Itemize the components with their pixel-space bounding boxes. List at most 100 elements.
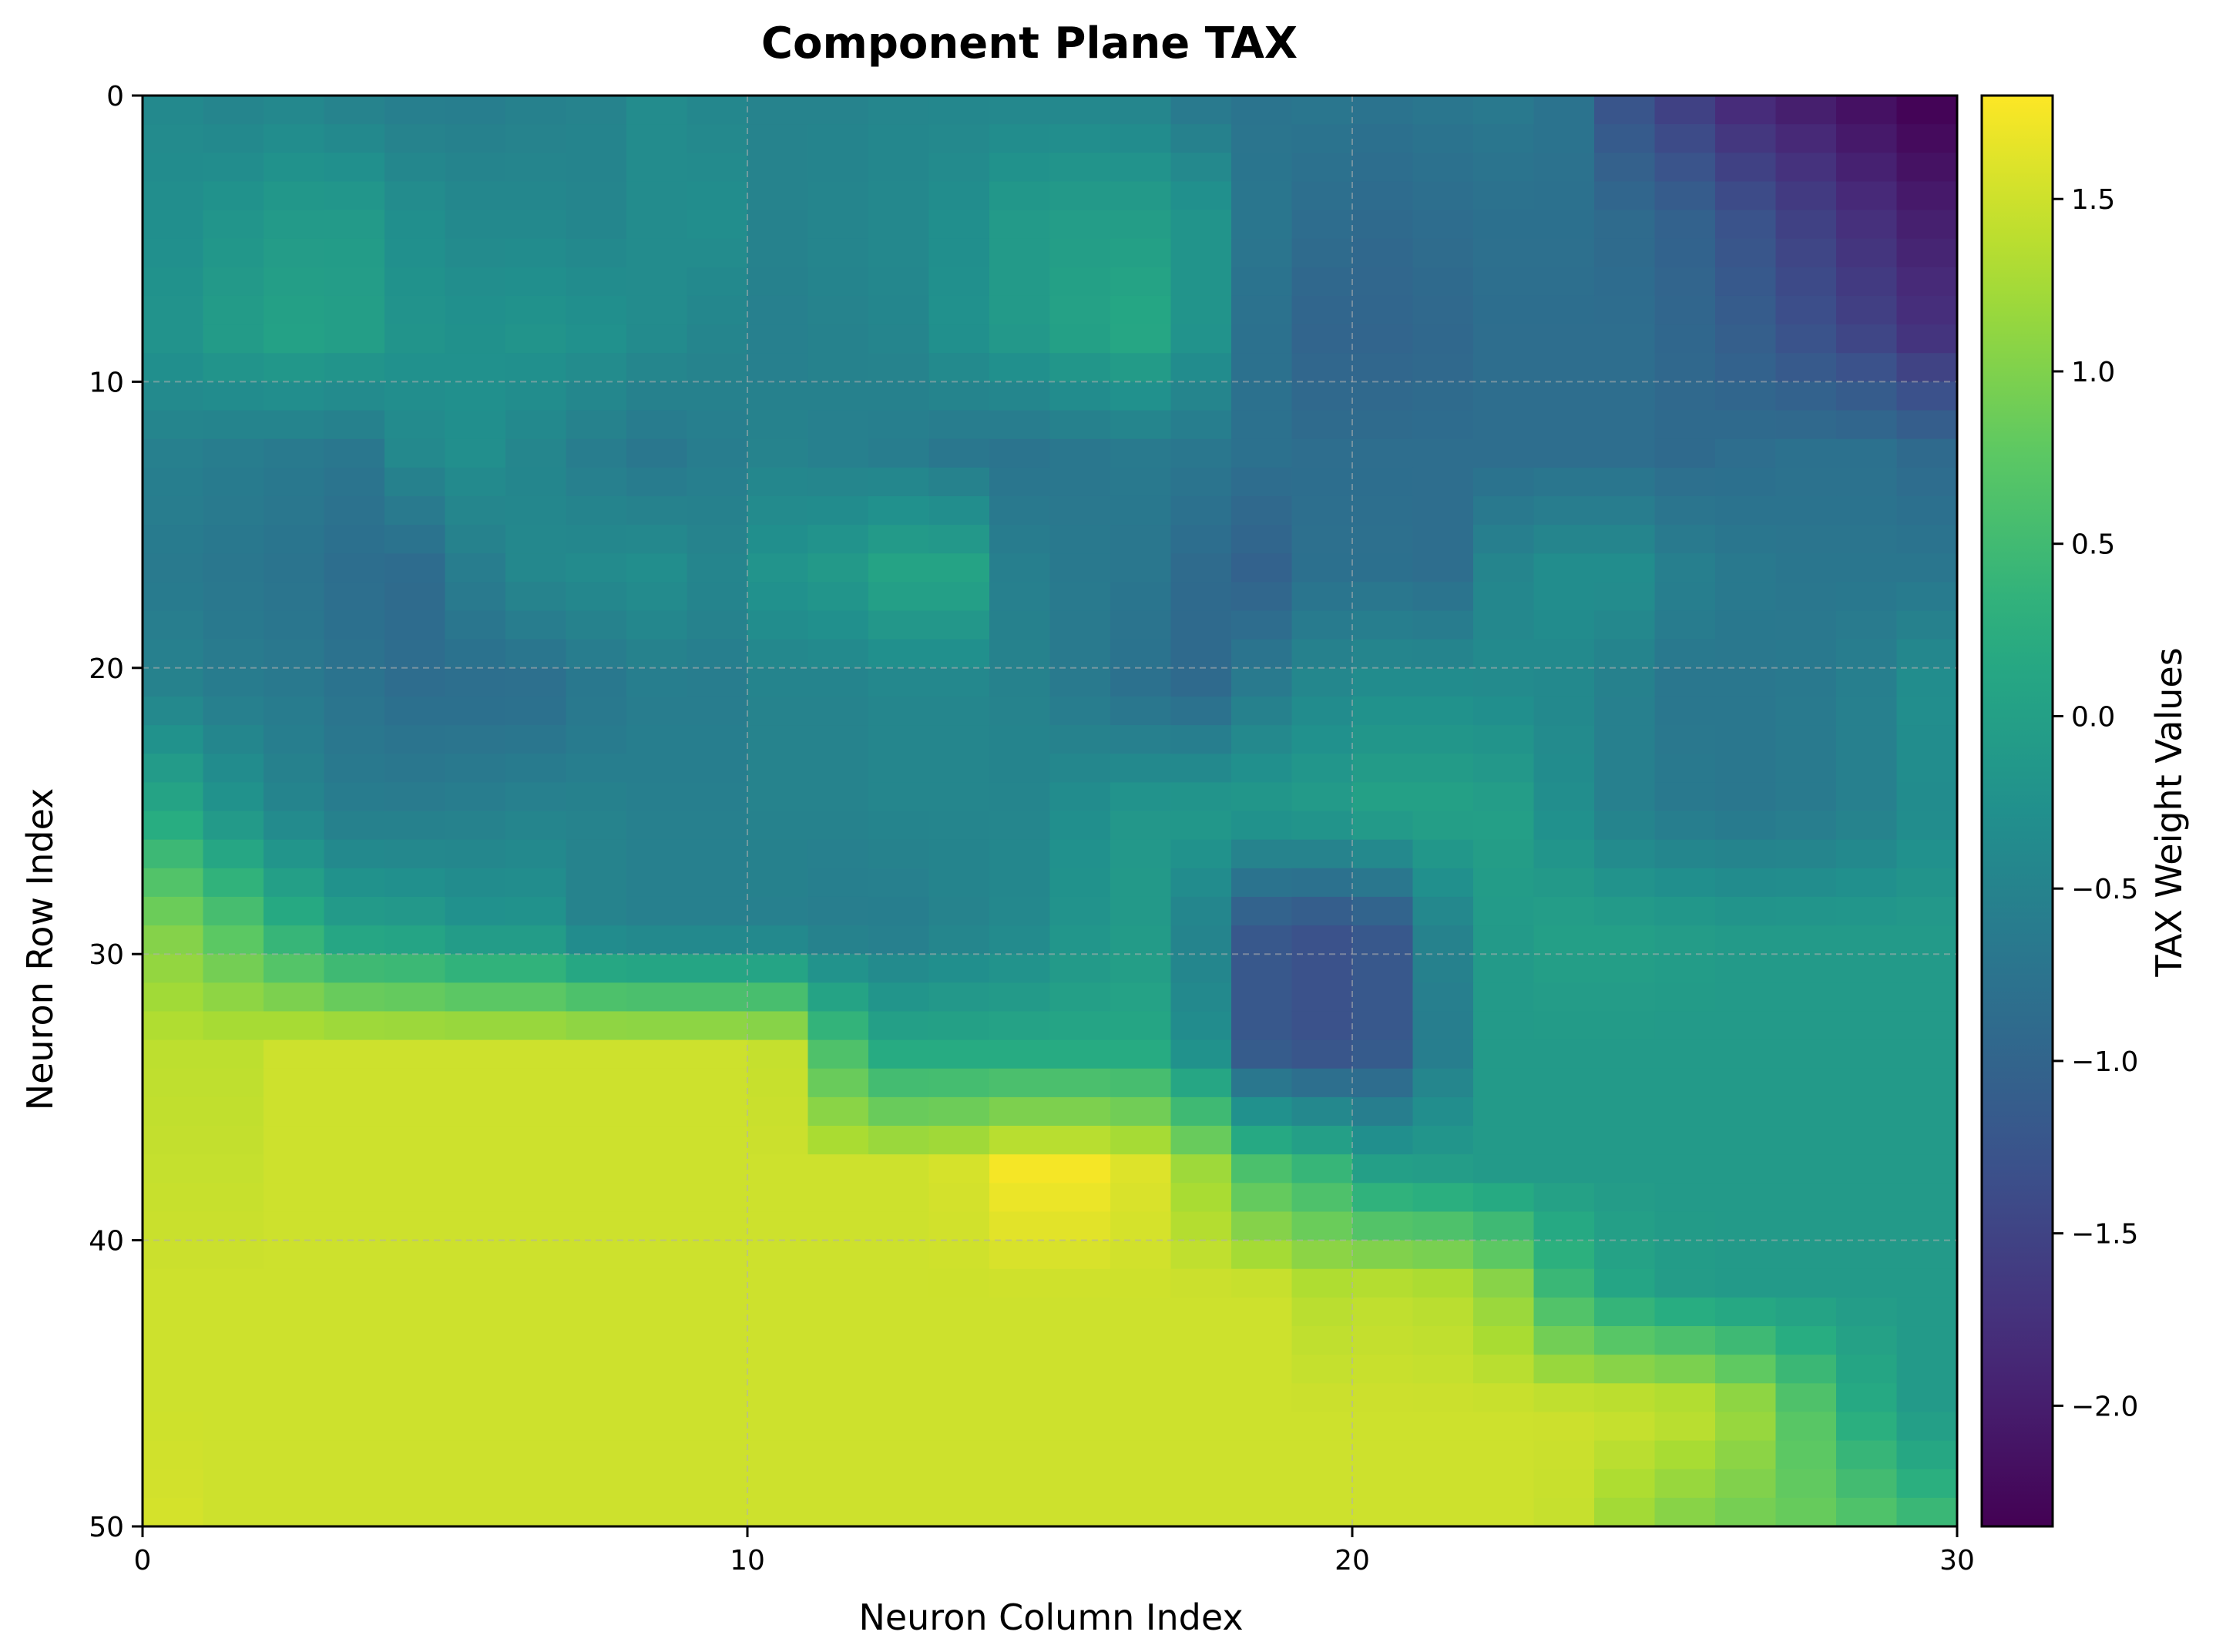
heatmap-cell [324,1126,385,1155]
heatmap-cell [1775,639,1837,669]
heatmap-cell [505,381,567,411]
heatmap-cell [505,1011,567,1041]
heatmap-cell [264,1096,325,1127]
heatmap-cell [687,495,748,525]
heatmap-cell [203,868,264,898]
heatmap-cell [1473,238,1535,268]
heatmap-cell [566,1011,627,1041]
heatmap-cell [566,610,627,640]
heatmap-cell [626,238,688,268]
heatmap-cell [989,124,1051,153]
heatmap-cell [324,438,385,468]
heatmap-cell [1352,295,1414,325]
heatmap-cell [807,1440,869,1470]
heatmap-cell [1594,525,1656,554]
heatmap-cell [143,525,204,554]
heatmap-cell [807,1268,869,1298]
heatmap-cell [747,267,809,297]
heatmap-cell [1473,1268,1535,1298]
heatmap-cell [928,381,990,411]
heatmap-cell [384,553,446,583]
heatmap-cell [868,925,930,955]
colorbar-label: TAX Weight Values [2148,647,2190,977]
heatmap-cell [1170,153,1232,183]
heatmap-cell [1654,124,1716,153]
heatmap-cell [324,667,385,697]
heatmap-cell [1473,725,1535,754]
heatmap-cell [1836,1211,1898,1241]
heatmap-cell [1352,1240,1414,1270]
heatmap-cell [989,1211,1051,1241]
heatmap-cell [1412,1211,1474,1241]
heatmap-cell [1715,1326,1777,1355]
heatmap-cell [1291,1412,1353,1442]
heatmap-cell [324,725,385,754]
heatmap-cell [1775,610,1837,640]
heatmap-cell [1715,610,1777,640]
heatmap-cell [384,267,446,297]
heatmap-cell [1594,868,1656,898]
heatmap-cell [1110,1011,1172,1041]
heatmap-cell [1533,1297,1595,1327]
heatmap-cell [928,1096,990,1127]
heatmap-cell [143,1240,204,1270]
heatmap-cell [566,1497,627,1527]
heatmap-cell [566,525,627,554]
heatmap-cell [1049,153,1111,183]
heatmap-cell [324,982,385,1012]
heatmap-cell [807,1240,869,1270]
heatmap-cell [445,438,506,468]
heatmap-cell [1231,1412,1293,1442]
heatmap-cell [989,1383,1051,1413]
heatmap-cell [1896,181,1958,211]
heatmap-cell [203,181,264,211]
heatmap-cell [203,1211,264,1241]
heatmap-cell [505,582,567,612]
heatmap-cell [1231,324,1293,354]
heatmap-cell [807,925,869,955]
heatmap-cell [1170,1011,1232,1041]
heatmap-cell [1231,1326,1293,1355]
heatmap-cell [1231,1096,1293,1127]
heatmap-cell [1775,353,1837,382]
heatmap-cell [1594,267,1656,297]
heatmap-cell [445,696,506,726]
heatmap-cell [324,1240,385,1270]
heatmap-cell [747,525,809,554]
heatmap-cell [747,782,809,812]
colorbar-tick-label: 0.0 [2071,701,2115,733]
heatmap-cell [687,954,748,983]
heatmap-cell [1775,96,1837,125]
heatmap-cell [1110,582,1172,612]
heatmap-cell [1110,1126,1172,1155]
heatmap-cell [868,1297,930,1327]
heatmap-cell [928,295,990,325]
heatmap-cell [1412,1268,1474,1298]
heatmap-cell [1594,1068,1656,1098]
heatmap-cell [1836,238,1898,268]
heatmap-cell [1352,1497,1414,1527]
heatmap-cell [1896,495,1958,525]
heatmap-cell [384,925,446,955]
heatmap-cell [566,1211,627,1241]
heatmap-cell [566,410,627,440]
heatmap-cell [1896,553,1958,583]
heatmap-cell [1412,1039,1474,1069]
heatmap-cell [1231,868,1293,898]
heatmap-cell [1473,124,1535,153]
heatmap-cell [1533,353,1595,382]
heatmap-cell [747,1211,809,1241]
heatmap-cell [687,1355,748,1384]
heatmap-cell [747,1268,809,1298]
heatmap-cell [1715,181,1777,211]
heatmap-cell [1896,925,1958,955]
heatmap-cell [1049,124,1111,153]
heatmap-cell [928,1011,990,1041]
heatmap-cell [1775,1011,1837,1041]
heatmap-cell [143,1497,204,1527]
heatmap-cell [626,896,688,926]
heatmap-cell [203,525,264,554]
heatmap-cell [868,153,930,183]
heatmap-cell [1473,1383,1535,1413]
heatmap-cell [384,525,446,554]
